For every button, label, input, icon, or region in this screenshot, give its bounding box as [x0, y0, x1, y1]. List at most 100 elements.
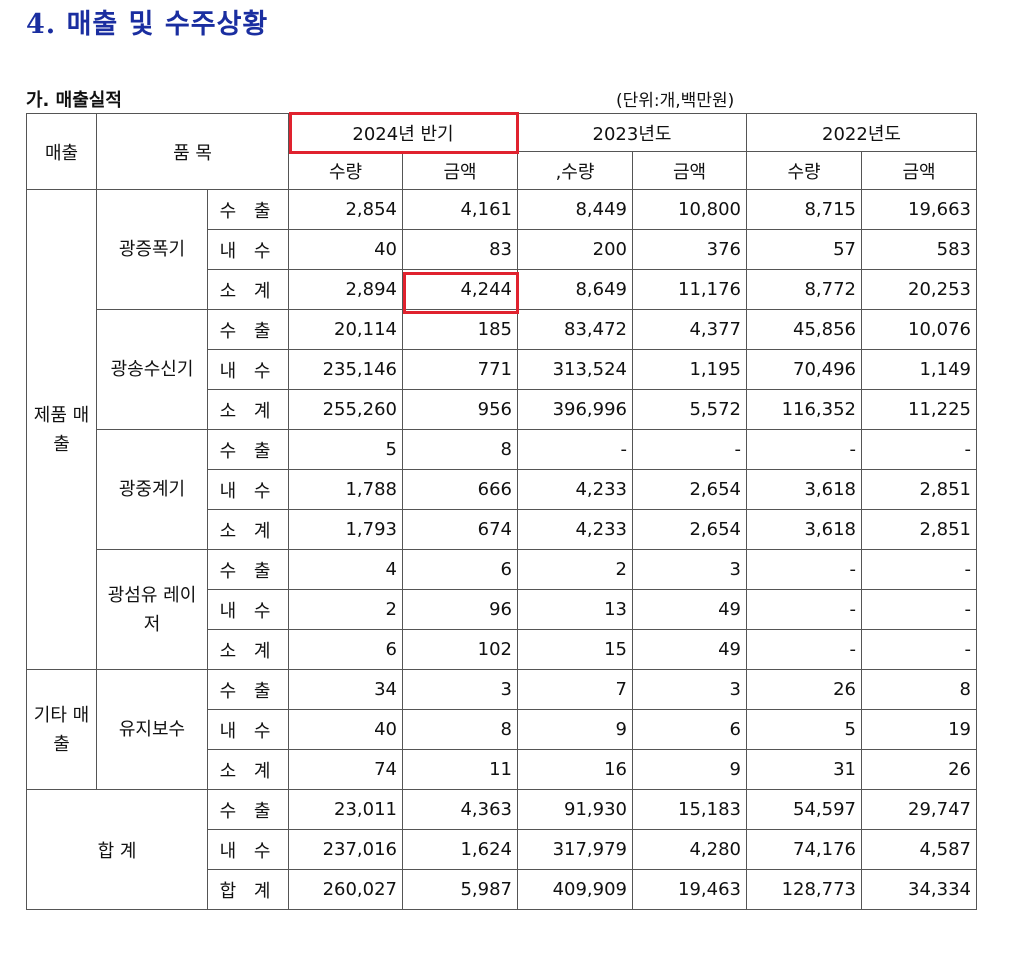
product-name: 광송수신기	[96, 309, 208, 430]
value-cell: 40	[288, 709, 403, 750]
value-cell: -	[861, 429, 977, 470]
table-row: 내 수 235,146 771 313,524 1,195 70,496 1,149	[27, 349, 977, 390]
total-row: 합 계 260,027 5,987 409,909 19,463 128,773 34,33…	[27, 869, 977, 910]
table-row: 내 수 1,788 666 4,233 2,654 3,618 2,851	[27, 469, 977, 510]
row-type-label: 소 계	[207, 269, 289, 310]
header-qty: ,수량	[517, 151, 633, 190]
value-cell: 8	[861, 669, 977, 710]
value-cell: 83	[402, 229, 518, 270]
row-type-label: 내 수	[207, 829, 289, 870]
row-type-label: 소 계	[207, 749, 289, 790]
header-qty: 수량	[746, 151, 862, 190]
value-cell: -	[632, 429, 747, 470]
row-type-label: 합 계	[207, 869, 289, 910]
value-cell: 2,851	[861, 469, 977, 510]
value-cell: 74	[288, 749, 403, 790]
value-cell: 8,649	[517, 269, 633, 310]
row-type-label: 내 수	[207, 349, 289, 390]
value-cell: 26	[861, 749, 977, 790]
value-cell: 6	[402, 549, 518, 590]
value-cell: 1,788	[288, 469, 403, 510]
value-cell: 2,854	[288, 189, 403, 230]
value-cell: 237,016	[288, 829, 403, 870]
value-cell: 396,996	[517, 389, 633, 430]
value-cell: 200	[517, 229, 633, 270]
value-cell: -	[517, 429, 633, 470]
product-name: 광섬유 레이저	[96, 549, 208, 670]
row-type-label: 수 출	[207, 189, 289, 230]
header-sales: 매출	[26, 113, 97, 190]
total-label: 합 계	[26, 789, 208, 910]
value-cell: 5,987	[402, 869, 518, 910]
row-type-label: 소 계	[207, 629, 289, 670]
value-cell: 2	[288, 589, 403, 630]
header-year-2023: 2023년도	[517, 113, 747, 152]
value-cell: 771	[402, 349, 518, 390]
value-cell: 40	[288, 229, 403, 270]
value-cell: 185	[402, 309, 518, 350]
value-cell: 49	[632, 629, 747, 670]
header-row-years: 매출 품 목 2024년 반기 2023년도 2022년도	[26, 113, 977, 190]
value-cell: 4,233	[517, 509, 633, 550]
value-cell: 8,449	[517, 189, 633, 230]
value-cell: 5	[746, 709, 862, 750]
value-cell: 3	[402, 669, 518, 710]
header-amount: 금액	[402, 151, 518, 190]
value-cell: 1,149	[861, 349, 977, 390]
value-cell: 29,747	[861, 789, 977, 830]
value-cell: 1,624	[402, 829, 518, 870]
value-cell: 54,597	[746, 789, 862, 830]
value-cell: 8,772	[746, 269, 862, 310]
value-cell: 583	[861, 229, 977, 270]
value-cell: 2,894	[288, 269, 403, 310]
value-cell: 313,524	[517, 349, 633, 390]
table-row: 소 계 74 11 16 9 31 26	[27, 749, 977, 790]
value-cell: 19,663	[861, 189, 977, 230]
header-amount: 금액	[861, 151, 977, 190]
total-row: 내 수 237,016 1,624 317,979 4,280 74,176 4,587	[27, 829, 977, 870]
value-cell: 45,856	[746, 309, 862, 350]
value-cell: 70,496	[746, 349, 862, 390]
value-cell: 15	[517, 629, 633, 670]
row-type-label: 소 계	[207, 389, 289, 430]
row-type-label: 수 출	[207, 429, 289, 470]
header-year-2024h1: 2024년 반기	[288, 113, 518, 152]
value-cell: 20,253	[861, 269, 977, 310]
value-cell: -	[861, 589, 977, 630]
value-cell: 3,618	[746, 469, 862, 510]
header-year-2022: 2022년도	[746, 113, 977, 152]
value-cell: 23,011	[288, 789, 403, 830]
table-row: 내 수 40 83 200 376 57 583	[27, 229, 977, 270]
value-cell: 9	[632, 749, 747, 790]
value-cell: 674	[402, 509, 518, 550]
value-cell: 1,793	[288, 509, 403, 550]
value-cell: 3	[632, 669, 747, 710]
table-row: 소 계 2,894 4,244 8,649 11,176 8,772 20,253	[27, 269, 977, 310]
header-row-sub: 수량 금액 ,수량 금액 수량 금액	[27, 151, 977, 190]
value-cell: 2,654	[632, 509, 747, 550]
value-cell: 34,334	[861, 869, 977, 910]
value-cell: 11,176	[632, 269, 747, 310]
value-cell: 5	[288, 429, 403, 470]
value-cell: 3,618	[746, 509, 862, 550]
row-type-label: 수 출	[207, 789, 289, 830]
value-cell: 235,146	[288, 349, 403, 390]
value-cell: 10,800	[632, 189, 747, 230]
table-row: 내 수 40 8 9 6 5 19	[27, 709, 977, 750]
value-cell: 7	[517, 669, 633, 710]
value-cell: 3	[632, 549, 747, 590]
value-cell: 49	[632, 589, 747, 630]
value-cell: 31	[746, 749, 862, 790]
value-cell: 6	[288, 629, 403, 670]
table-row: 소 계 255,260 956 396,996 5,572 116,352 11,225	[27, 389, 977, 430]
row-type-label: 내 수	[207, 469, 289, 510]
value-cell: -	[861, 629, 977, 670]
value-cell: 2,851	[861, 509, 977, 550]
category-label: 제품 매출	[26, 189, 97, 670]
value-cell: 2,654	[632, 469, 747, 510]
value-cell: 666	[402, 469, 518, 510]
header-amount: 금액	[632, 151, 747, 190]
row-type-label: 내 수	[207, 229, 289, 270]
